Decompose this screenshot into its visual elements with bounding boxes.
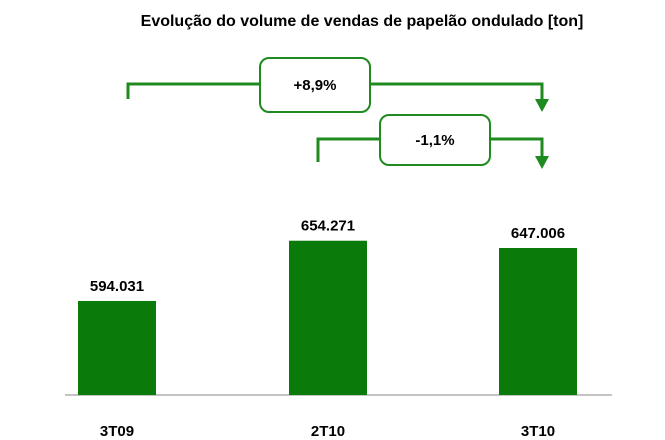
bar	[78, 300, 156, 395]
x-tick-label: 2T10	[311, 423, 345, 440]
annotation-box	[259, 57, 371, 113]
bracket-1: +8,9%	[126, 57, 549, 113]
bar	[499, 247, 577, 395]
arrow-head	[535, 156, 549, 169]
x-tick-label: 3T09	[100, 423, 134, 440]
chart-title: Evolução do volume de vendas de papelão …	[141, 13, 584, 30]
value-label: 654.271	[301, 218, 355, 235]
value-label: 594.031	[90, 278, 144, 295]
annotation: -1,1%	[415, 132, 454, 149]
annotation: +8,9%	[294, 77, 337, 94]
bar	[289, 240, 367, 395]
annotation-box	[379, 114, 491, 166]
arrow-head	[535, 99, 549, 112]
bracket-2: -1,1%	[316, 114, 549, 169]
value-label: 647.006	[511, 225, 565, 242]
x-tick-label: 3T10	[521, 423, 555, 440]
